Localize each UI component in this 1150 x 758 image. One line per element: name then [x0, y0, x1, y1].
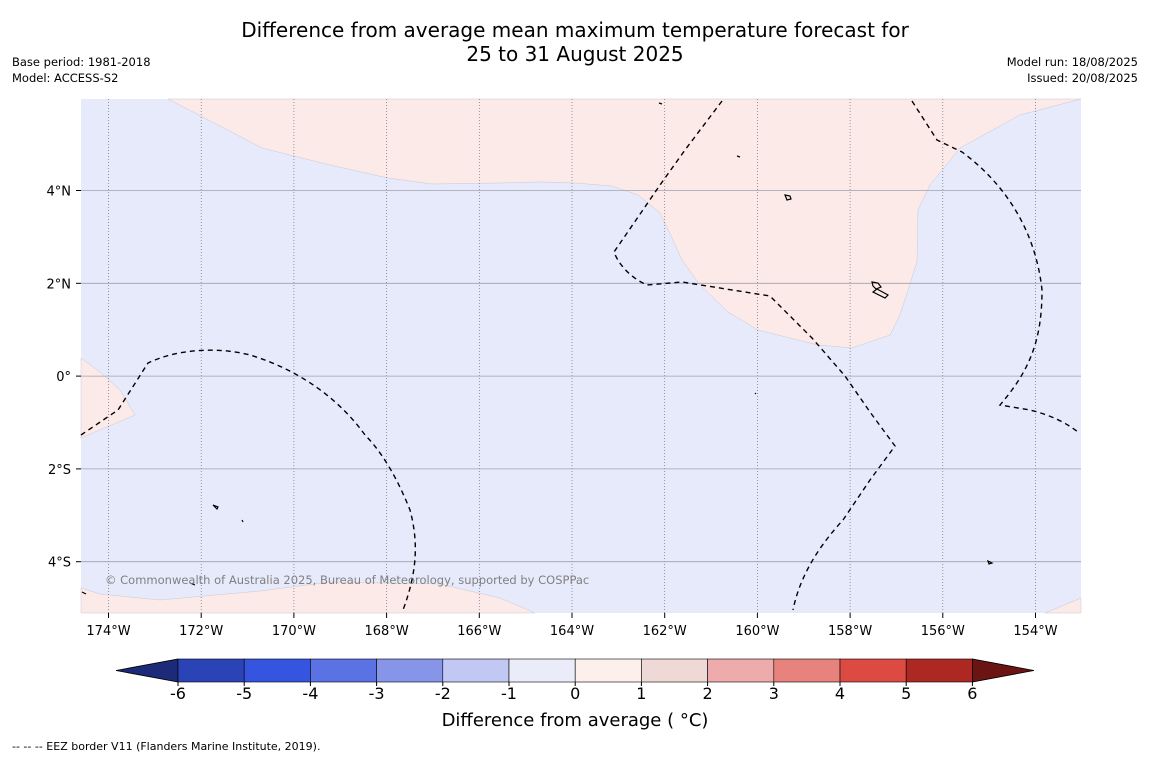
- colorbar-tick-label: -4: [302, 684, 318, 703]
- colorbar-tick-label: -3: [369, 684, 385, 703]
- above-average-region-north: [167, 98, 1082, 349]
- island-enderbury: [241, 519, 244, 523]
- eez-border-central: [613, 100, 896, 611]
- model-run-info: Model run: 18/08/2025 Issued: 20/08/2025: [1007, 54, 1138, 86]
- lat-tick-label: 2°S: [48, 463, 71, 478]
- colorbar-segment: [574, 658, 642, 683]
- colorbar-tick-label: 0: [570, 684, 580, 703]
- colorbar-title: Difference from average ( °C): [441, 710, 709, 731]
- colorbar-tick-label: -2: [435, 684, 451, 703]
- island-palmyra: [658, 102, 663, 105]
- colorbar-segment: [243, 658, 311, 683]
- lon-tick-label: 154°W: [1013, 624, 1057, 639]
- colorbar-tick-label: 3: [769, 684, 779, 703]
- base-period-info: Base period: 1981-2018 Model: ACCESS-S2: [12, 54, 151, 86]
- lon-tick-label: 164°W: [550, 624, 594, 639]
- colorbar-segment: [442, 658, 510, 683]
- colorbar-segment: [310, 658, 377, 683]
- lon-tick-label: 166°W: [457, 624, 501, 639]
- island-kiritimati: [871, 281, 889, 299]
- lon-tick-label: 162°W: [643, 624, 687, 639]
- above-average-region-south: [80, 581, 536, 614]
- above-average-region-southeast: [1044, 597, 1082, 614]
- island-far-west: [81, 591, 87, 595]
- colorbar-segment: [376, 658, 444, 683]
- islands: [81, 102, 994, 595]
- island-south-west: [189, 582, 196, 586]
- above-average-region-west: [80, 357, 136, 439]
- map-panel: © Commonwealth of Australia 2025, Bureau…: [80, 98, 1082, 614]
- colorbar-segment: [773, 658, 841, 683]
- island-jarvis: [754, 392, 757, 395]
- eez-border-west: [80, 349, 416, 611]
- island-teraina: [736, 155, 741, 158]
- graticule: [81, 99, 1081, 613]
- latitude-axis: 4°N 2°N 0° 2°S 4°S: [47, 185, 81, 571]
- lon-tick-label: 156°W: [921, 624, 965, 639]
- title-line-2: 25 to 31 August 2025: [466, 42, 684, 66]
- copyright-text: © Commonwealth of Australia 2025, Bureau…: [105, 573, 589, 587]
- colorbar-tick-label: -1: [501, 684, 517, 703]
- lon-tick-label: 172°W: [179, 624, 223, 639]
- lon-tick-label: 158°W: [828, 624, 872, 639]
- colorbar-segment: [641, 658, 708, 683]
- colorbar-tick-label: 4: [835, 684, 845, 703]
- longitude-axis: 174°W 172°W 170°W 168°W 166°W 164°W 162°W 160°W…: [86, 613, 1058, 639]
- colorbar-tick-label: 1: [636, 684, 646, 703]
- title-line-1: Difference from average mean maximum tem…: [241, 18, 909, 42]
- eez-border-east: [911, 100, 1079, 433]
- colorbar-segment: [707, 658, 775, 683]
- lon-tick-label: 168°W: [365, 624, 409, 639]
- lon-tick-label: 160°W: [735, 624, 779, 639]
- base-period-text: Base period: 1981-2018: [12, 55, 151, 69]
- model-run-text: Model run: 18/08/2025: [1006, 55, 1138, 69]
- colorbar-segment: [905, 658, 973, 683]
- eez-borders: [80, 100, 1079, 611]
- colorbar-tick-label: 5: [901, 684, 911, 703]
- colorbar-tick-label: -6: [170, 684, 186, 703]
- island-starbuck: [986, 559, 994, 565]
- colorbar-segment: [508, 658, 576, 683]
- issued-text: Issued: 20/08/2025: [1027, 71, 1138, 85]
- colorbar-tick-label: 2: [703, 684, 713, 703]
- lat-tick-label: 2°N: [47, 277, 72, 292]
- colorbar-segment: [839, 658, 907, 683]
- lat-tick-label: 0°: [56, 370, 71, 385]
- colorbar-tick-label: -5: [236, 684, 252, 703]
- model-text: Model: ACCESS-S2: [12, 71, 119, 85]
- lat-tick-label: 4°S: [48, 556, 71, 571]
- colorbar-tick-label: 6: [967, 684, 977, 703]
- lon-tick-label: 174°W: [86, 624, 130, 639]
- eez-footnote: -- -- -- EEZ border V11 (Flanders Marine…: [12, 740, 321, 753]
- island-tabuaeran: [784, 194, 792, 201]
- lon-tick-label: 170°W: [272, 624, 316, 639]
- map-title: Difference from average mean maximum tem…: [0, 18, 1150, 66]
- lat-tick-label: 4°N: [47, 185, 72, 200]
- island-kanton: [212, 504, 219, 511]
- colorbar: -6 -5 -4 -3 -2 -1 0 1 2 3 4 5 6: [115, 658, 1035, 703]
- colorbar-extend-low: [115, 658, 179, 683]
- colorbar-segment: [177, 658, 245, 683]
- colorbar-extend-high: [972, 658, 1035, 683]
